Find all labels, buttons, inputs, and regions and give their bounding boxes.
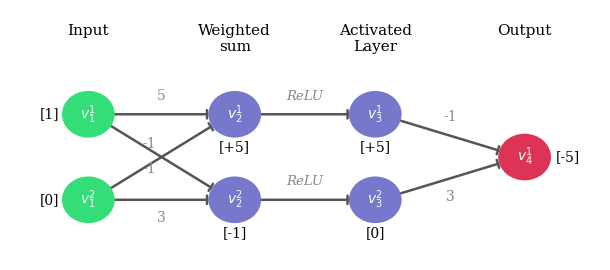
Text: -1: -1 — [443, 110, 457, 124]
Text: Input: Input — [68, 23, 109, 38]
Text: $v_1^1$: $v_1^1$ — [81, 103, 96, 126]
Text: [+5]: [+5] — [219, 140, 250, 154]
Text: $v_4^1$: $v_4^1$ — [517, 146, 533, 168]
Text: [-1]: [-1] — [223, 226, 247, 240]
Text: $v_2^1$: $v_2^1$ — [227, 103, 243, 126]
Ellipse shape — [349, 91, 401, 138]
Text: $v_2^2$: $v_2^2$ — [227, 188, 243, 211]
Text: [1]: [1] — [40, 107, 59, 121]
Text: [+5]: [+5] — [360, 140, 391, 154]
Text: $v_3^2$: $v_3^2$ — [367, 188, 383, 211]
Text: Output: Output — [497, 23, 552, 38]
Text: -1: -1 — [142, 162, 156, 176]
Text: 5: 5 — [157, 89, 166, 103]
Text: 3: 3 — [157, 211, 166, 225]
Ellipse shape — [62, 91, 115, 138]
Text: ReLU: ReLU — [287, 175, 323, 188]
Text: [0]: [0] — [40, 193, 59, 207]
Text: -1: -1 — [142, 137, 156, 151]
Ellipse shape — [62, 177, 115, 223]
Text: 3: 3 — [445, 190, 454, 204]
Text: [0]: [0] — [365, 226, 385, 240]
Text: Weighted
sum: Weighted sum — [198, 23, 271, 54]
Text: [-5]: [-5] — [556, 150, 580, 164]
Ellipse shape — [209, 91, 261, 138]
Ellipse shape — [498, 134, 551, 180]
Text: $v_3^1$: $v_3^1$ — [367, 103, 383, 126]
Text: ReLU: ReLU — [287, 90, 323, 103]
Ellipse shape — [209, 177, 261, 223]
Text: Activated
Layer: Activated Layer — [339, 23, 412, 54]
Text: $v_1^2$: $v_1^2$ — [81, 188, 96, 211]
Ellipse shape — [349, 177, 401, 223]
